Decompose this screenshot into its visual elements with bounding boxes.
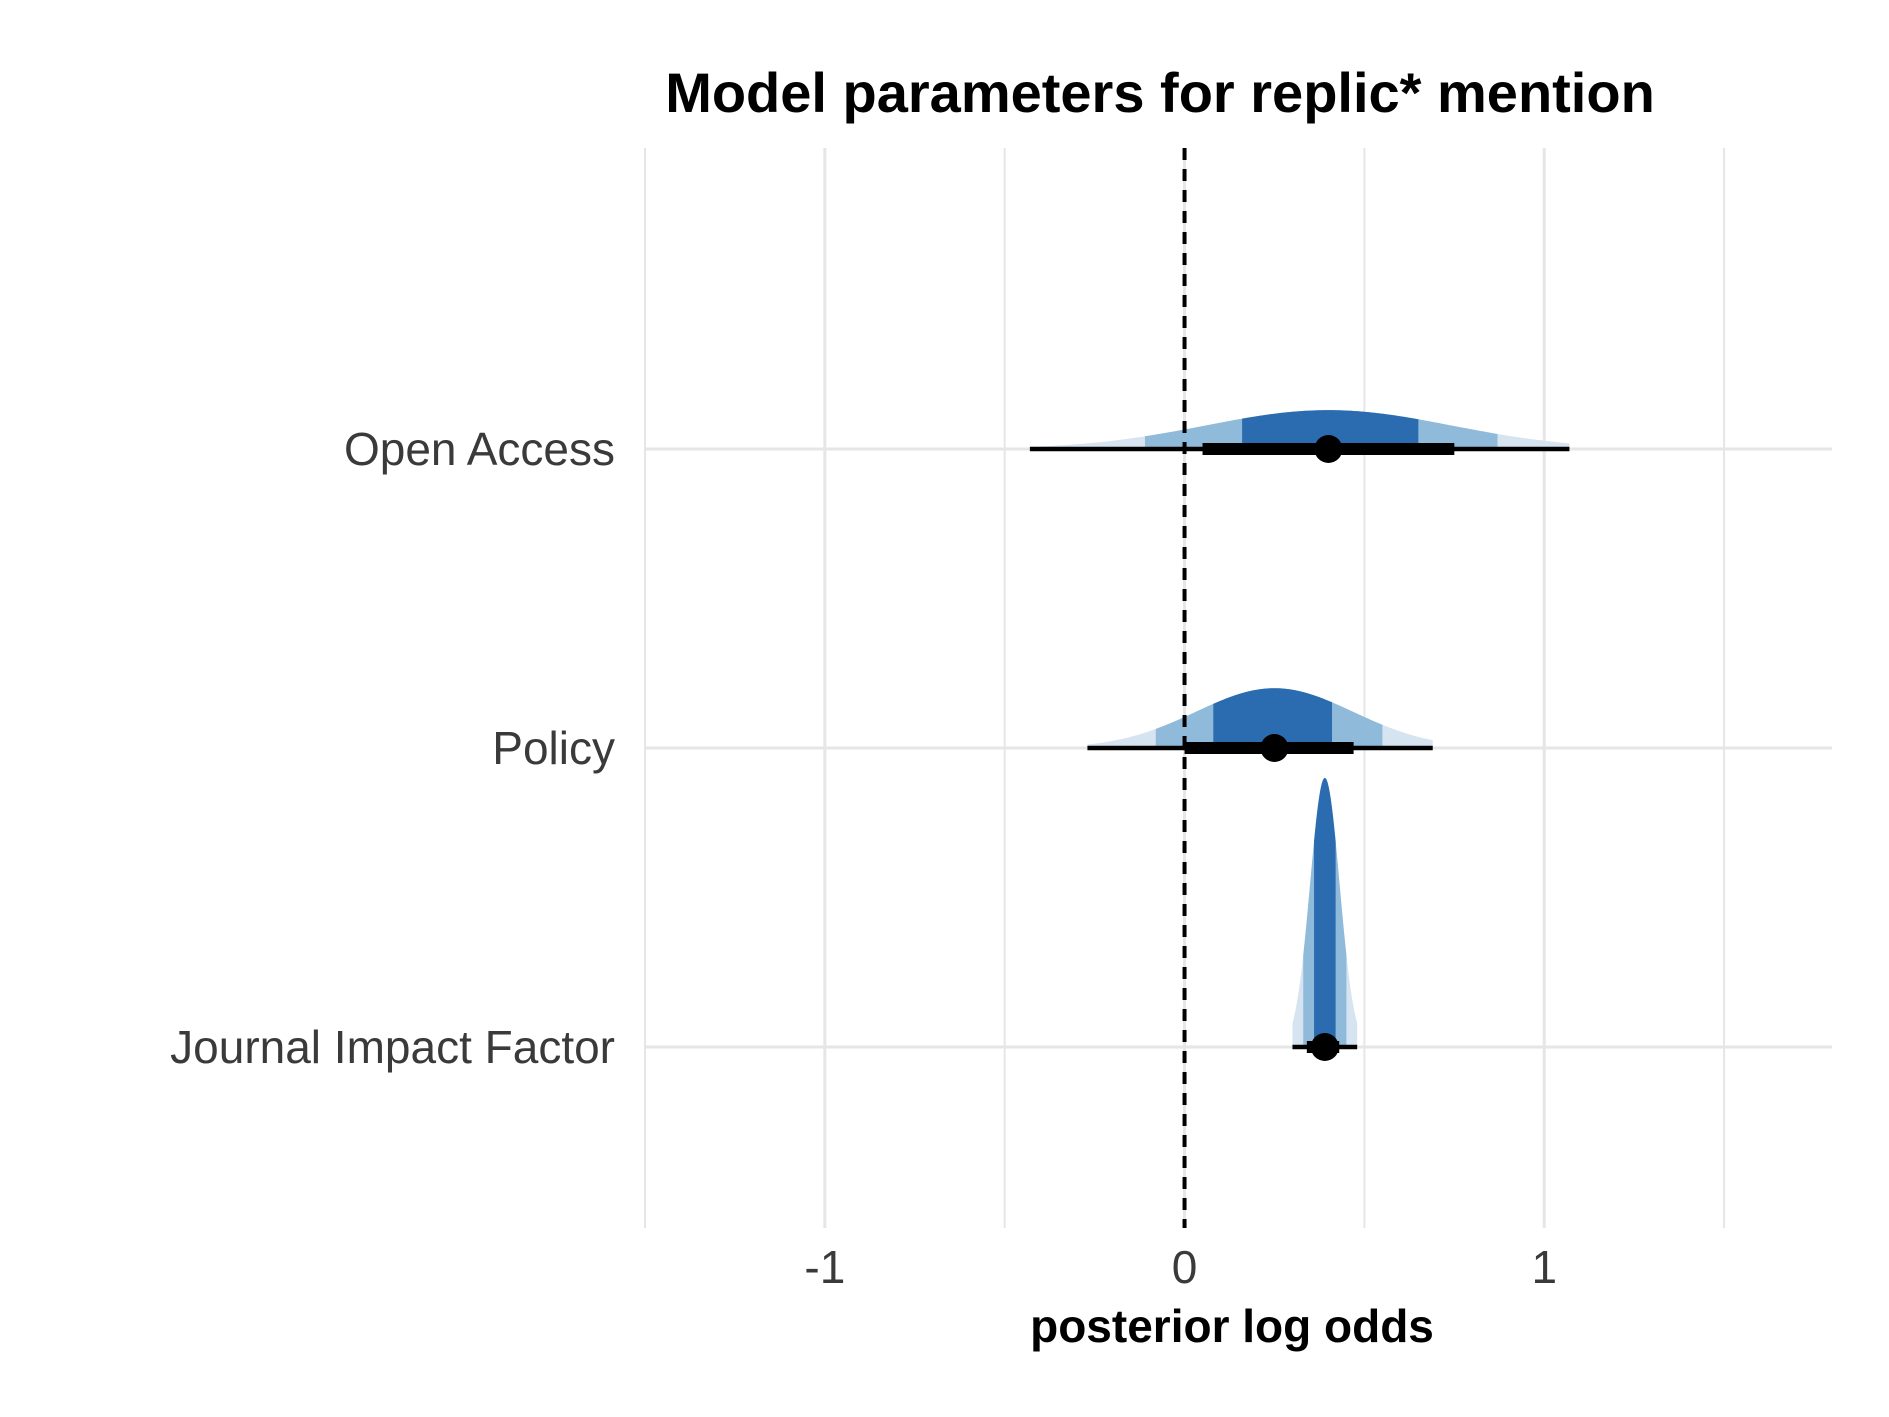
x-tick-label: 0 [1172,1241,1198,1293]
chart-title: Model parameters for replic* mention [665,61,1655,124]
x-tick-labels: -1 0 1 [804,1241,1557,1293]
density-inner-open-access [1242,410,1419,449]
grid-layer [644,148,1832,1228]
median-point-open-access [1314,435,1343,463]
x-tick-label: 1 [1531,1241,1557,1293]
density-inner-journal-impact-factor [1314,777,1336,1047]
interval-layer [1029,435,1570,1061]
category-label: Open Access [344,423,615,475]
x-axis-title: posterior log odds [1030,1300,1434,1352]
x-tick-label: -1 [804,1241,845,1293]
median-point-policy [1260,734,1289,762]
category-labels: Open Access Policy Journal Impact Factor [170,423,615,1073]
median-point-journal-impact-factor [1310,1033,1339,1061]
density-inner-policy [1213,688,1333,748]
category-label: Policy [492,722,615,774]
category-label: Journal Impact Factor [170,1021,615,1073]
density-layer [1029,410,1570,1047]
